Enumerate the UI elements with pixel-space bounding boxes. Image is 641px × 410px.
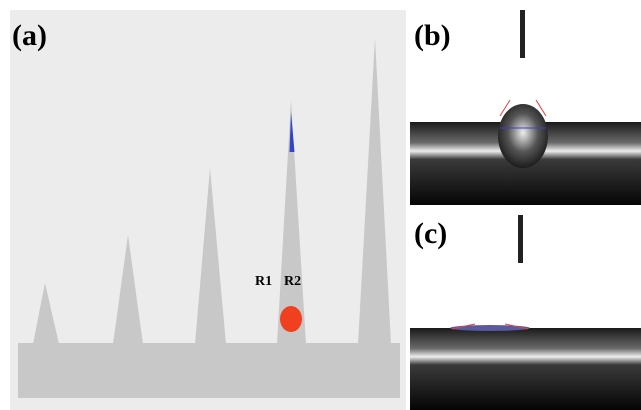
spike-tip xyxy=(289,112,295,152)
substrate xyxy=(18,343,400,398)
panel-label: (b) xyxy=(414,19,451,52)
panel-c: (c) xyxy=(410,207,641,410)
spike xyxy=(277,100,306,344)
region-label: R1 xyxy=(255,274,272,289)
contact-angle-line xyxy=(535,99,547,117)
spike xyxy=(33,283,59,344)
panel-label: (a) xyxy=(12,19,47,52)
droplet xyxy=(280,306,302,332)
panel-label: (c) xyxy=(414,217,447,250)
spike xyxy=(195,168,226,344)
contact-angle-line xyxy=(504,323,529,330)
contact-angle-line xyxy=(499,99,511,117)
spike xyxy=(358,38,391,344)
panel-b: (b) xyxy=(410,0,641,205)
droplet-photo xyxy=(498,104,548,168)
substrate-photo xyxy=(410,328,641,410)
needle xyxy=(520,10,525,58)
spike xyxy=(113,235,143,344)
panel-a: (a) R1 R2 xyxy=(10,10,406,410)
region-label: R2 xyxy=(284,274,301,289)
needle xyxy=(518,215,523,263)
droplet-photo xyxy=(450,325,530,331)
contact-angle-line xyxy=(451,323,476,330)
